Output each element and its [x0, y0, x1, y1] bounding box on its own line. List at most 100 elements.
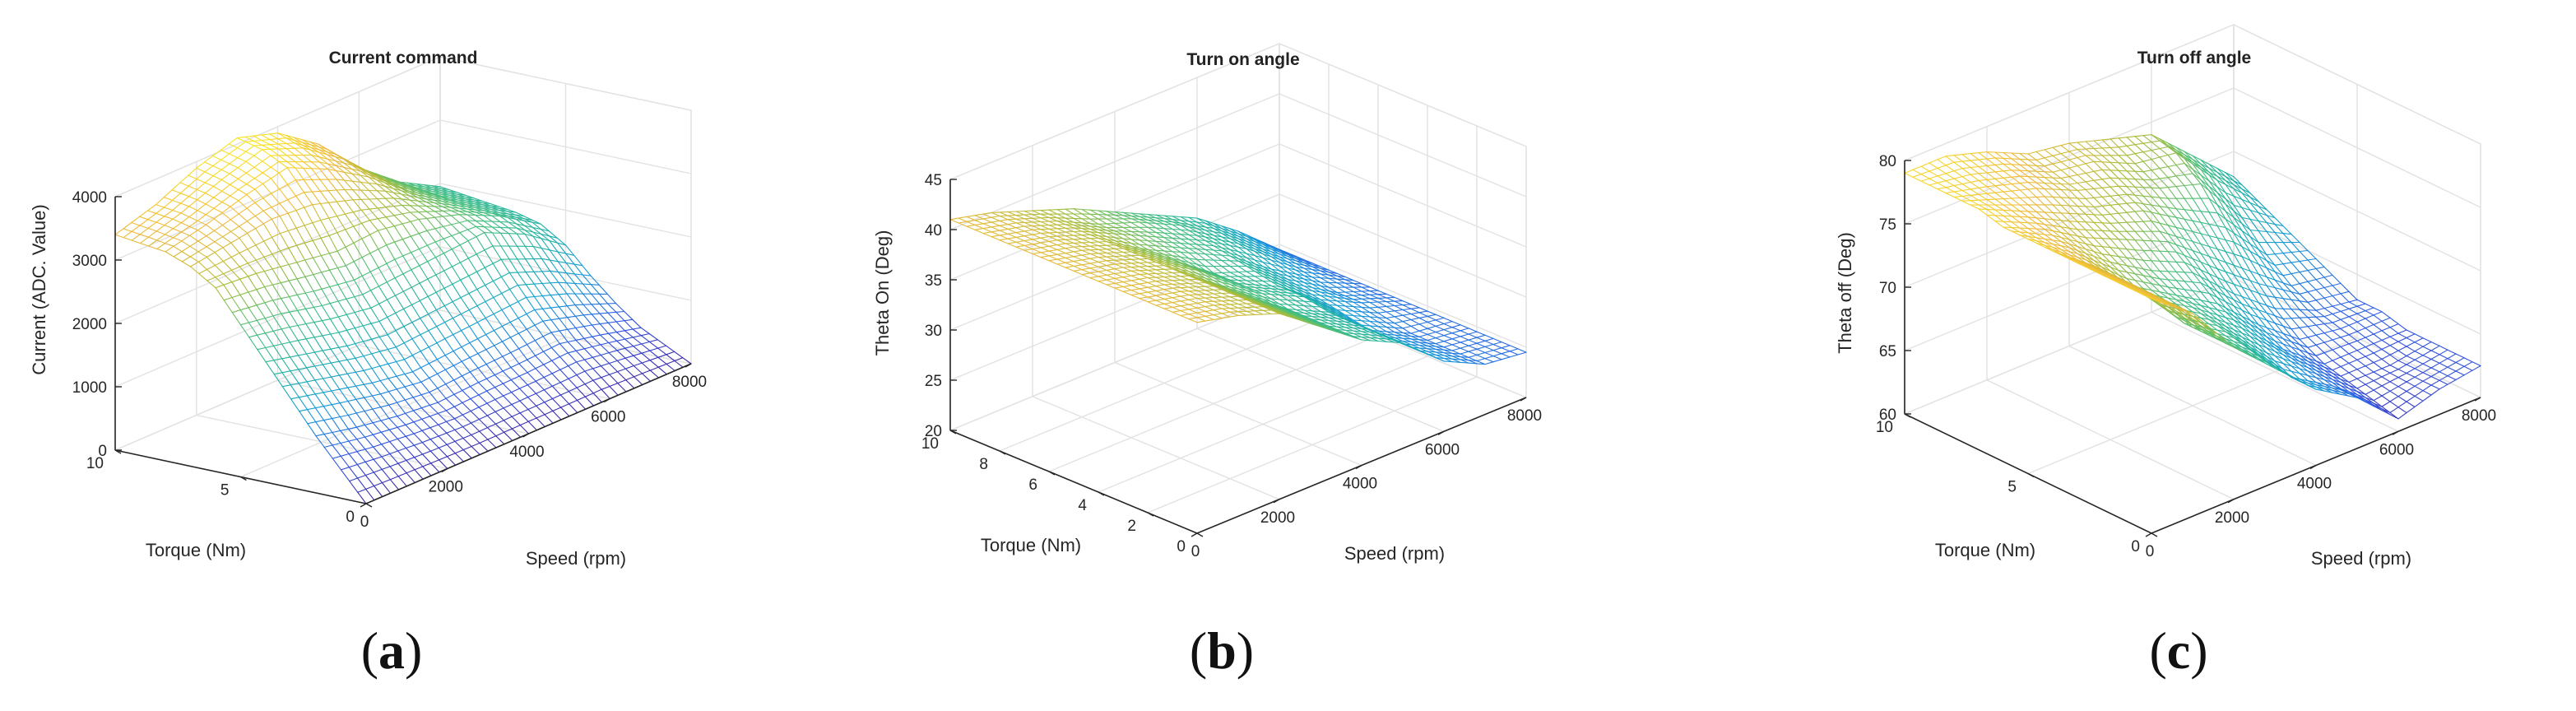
- panel-a-mesh-segment: [360, 181, 370, 192]
- panel-a-mesh-segment: [220, 163, 230, 170]
- panel-b-mesh-segment: [1287, 267, 1297, 275]
- panel-a-mesh-segment: [429, 402, 439, 406]
- panel-b-mesh-segment: [1180, 300, 1190, 305]
- panel-a-mesh-segment: [435, 270, 445, 276]
- panel-a-mesh-segment: [360, 209, 370, 221]
- panel-b-mesh-segment: [1237, 265, 1247, 272]
- panel-b-mesh-segment: [1015, 232, 1025, 237]
- panel-b-mesh-segment: [1106, 232, 1116, 235]
- panel-a-mesh-segment: [344, 211, 354, 215]
- panel-a-mesh-segment: [378, 286, 388, 300]
- panel-a-mesh-segment: [436, 322, 446, 328]
- panel-a-mesh-segment: [452, 301, 462, 315]
- panel-a-mesh-segment: [253, 178, 264, 184]
- panel-a-mesh-segment: [616, 360, 626, 369]
- panel-b-mesh-segment: [1344, 286, 1354, 293]
- panel-a-mesh-segment: [253, 140, 262, 146]
- panel-b-mesh-segment: [1172, 276, 1181, 281]
- panel-a-mesh-segment: [550, 282, 559, 295]
- panel-b-mesh-segment: [1089, 271, 1099, 274]
- panel-a-mesh-segment: [494, 407, 504, 412]
- panel-a-mesh-segment: [180, 196, 190, 204]
- panel-a-mesh-segment: [353, 225, 363, 239]
- panel-b-mesh-segment: [1492, 353, 1502, 357]
- panel-b-mesh-segment: [1040, 221, 1050, 226]
- panel-b-mesh-segment: [1344, 314, 1354, 317]
- panel-a-mesh-segment: [239, 249, 248, 253]
- panel-a-mesh-segment: [592, 379, 602, 390]
- panel-a-mesh-segment: [485, 334, 495, 346]
- panel-a-mesh-segment: [558, 281, 568, 284]
- panel-b-mesh-segment: [1377, 301, 1387, 307]
- panel-a-mesh-segment: [494, 356, 504, 361]
- panel-a-mesh-segment: [288, 244, 298, 249]
- panel-a-mesh-segment: [428, 342, 438, 348]
- panel-b-mesh-segment: [1468, 360, 1478, 365]
- panel-a-mesh-segment: [223, 300, 233, 314]
- panel-a-mesh-segment: [384, 182, 394, 189]
- panel-b-mesh-segment: [1147, 300, 1157, 303]
- panel-b-mesh-segment: [1056, 262, 1066, 265]
- panel-b-mesh-segment: [1056, 217, 1066, 222]
- panel-b-mesh-segment: [1229, 311, 1239, 313]
- panel-a-mesh-segment: [411, 248, 420, 253]
- panel-a-mesh-segment: [289, 326, 299, 342]
- panel-a-mesh-segment: [318, 151, 328, 156]
- panel-a-mesh-segment: [421, 418, 431, 429]
- panel-a-mesh-segment: [607, 303, 617, 313]
- panel-b-mesh-segment: [999, 224, 1009, 226]
- panel-b-mesh-segment: [1196, 231, 1206, 235]
- panel-a-mesh-segment: [313, 351, 323, 365]
- panel-a-mesh-segment: [230, 266, 240, 271]
- panel-a-mesh-segment: [476, 249, 485, 255]
- panel-b-mesh-segment: [1007, 215, 1017, 220]
- panel-b-mesh-segment: [1229, 276, 1239, 281]
- panel-b-mesh-segment: [1155, 231, 1165, 239]
- panel-a-mesh-segment: [443, 283, 453, 289]
- panel-b-mesh-segment: [999, 220, 1009, 225]
- panel-a-mesh-segment: [491, 215, 501, 223]
- panel-b-mesh-segment: [1139, 221, 1149, 224]
- panel-a-mesh-segment: [446, 453, 456, 458]
- panel-a-mesh-segment: [443, 253, 453, 267]
- panel-a-mesh-segment: [155, 230, 165, 235]
- panel-a-mesh-segment: [327, 168, 337, 180]
- panel-b-mesh-segment: [1451, 344, 1461, 349]
- panel-a-mesh-segment: [238, 188, 248, 195]
- panel-b-mesh-segment: [1172, 221, 1181, 226]
- panel-b-mesh-segment: [1213, 300, 1223, 305]
- panel-a-mesh-segment: [601, 385, 610, 390]
- panel-b-mesh-segment: [1081, 222, 1091, 227]
- panel-a-mesh-segment: [567, 327, 577, 330]
- panel-a-mesh-segment: [372, 408, 382, 421]
- panel-b-mesh-segment: [1098, 210, 1107, 216]
- panel-a-mesh-segment: [392, 192, 402, 200]
- panel-a-mesh-segment: [188, 220, 198, 227]
- panel-a-mesh-segment: [413, 418, 423, 423]
- panel-b-mesh-segment: [1155, 300, 1165, 304]
- panel-a-mesh-segment: [348, 440, 358, 453]
- panel-a-mesh-segment: [476, 236, 485, 251]
- panel-b-mesh-segment: [1303, 281, 1313, 289]
- panel-a-mesh-segment: [306, 407, 316, 411]
- panel-b-mesh-segment: [1056, 248, 1066, 250]
- panel-b-mesh-segment: [1270, 268, 1280, 272]
- panel-b-mesh-segment: [1139, 221, 1149, 228]
- panel-a-mesh-segment: [230, 256, 240, 267]
- panel-a-mesh-segment: [550, 330, 560, 333]
- panel-a-mesh-segment: [229, 167, 239, 174]
- panel-b-mesh-segment: [1320, 295, 1330, 301]
- panel-b-mesh-segment: [1369, 331, 1379, 337]
- panel-b-mesh-segment: [1394, 300, 1404, 302]
- panel-a-mesh-segment: [445, 379, 455, 385]
- panel-b-mesh-segment: [1048, 239, 1058, 242]
- panel-a-mesh-segment: [468, 275, 478, 290]
- panel-a-mesh-segment: [336, 179, 346, 181]
- panel-a-mesh-segment: [294, 155, 304, 163]
- panel-b-mesh-segment: [1040, 235, 1050, 239]
- panel-a-mesh-segment: [515, 218, 526, 226]
- panel-b-mesh-segment: [1196, 217, 1206, 224]
- panel-a-mesh-segment: [409, 199, 419, 207]
- panel-a-mesh-segment: [329, 316, 339, 320]
- panel-b-mesh-segment: [1435, 329, 1445, 333]
